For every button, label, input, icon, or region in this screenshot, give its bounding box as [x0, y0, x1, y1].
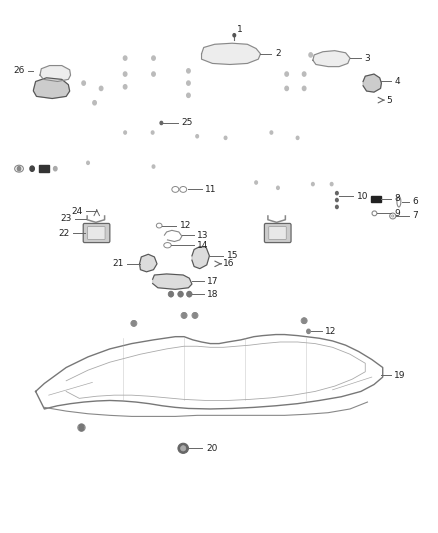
Text: 13: 13: [197, 231, 208, 240]
Text: 25: 25: [181, 118, 192, 127]
Circle shape: [124, 131, 127, 134]
Circle shape: [196, 135, 198, 138]
Circle shape: [270, 131, 273, 134]
Circle shape: [169, 292, 173, 297]
FancyBboxPatch shape: [83, 223, 110, 243]
Polygon shape: [140, 254, 157, 272]
FancyBboxPatch shape: [88, 227, 105, 239]
Circle shape: [330, 182, 333, 185]
Circle shape: [311, 182, 314, 185]
Circle shape: [187, 93, 190, 98]
Circle shape: [336, 205, 338, 208]
Circle shape: [296, 136, 299, 140]
Text: 10: 10: [357, 192, 368, 201]
Text: 19: 19: [394, 371, 406, 380]
Circle shape: [336, 191, 338, 195]
Polygon shape: [152, 274, 192, 289]
Polygon shape: [313, 51, 350, 67]
FancyBboxPatch shape: [265, 223, 291, 243]
Circle shape: [302, 72, 306, 76]
Text: 14: 14: [197, 241, 208, 250]
Text: 17: 17: [207, 277, 219, 286]
Circle shape: [53, 166, 57, 171]
Circle shape: [233, 34, 236, 37]
Circle shape: [124, 85, 127, 89]
Bar: [371, 196, 381, 201]
Circle shape: [255, 181, 258, 184]
Text: 3: 3: [364, 54, 370, 62]
Circle shape: [99, 86, 103, 91]
Circle shape: [82, 81, 85, 85]
Text: 9: 9: [394, 209, 400, 218]
Circle shape: [30, 166, 34, 171]
Circle shape: [336, 198, 338, 201]
Text: 1: 1: [237, 25, 242, 34]
Circle shape: [193, 313, 197, 318]
Text: 26: 26: [13, 67, 24, 75]
Text: 12: 12: [180, 221, 191, 230]
Circle shape: [307, 329, 310, 334]
Circle shape: [302, 86, 306, 91]
Text: 8: 8: [394, 195, 400, 204]
Text: 23: 23: [60, 214, 71, 223]
Text: 5: 5: [386, 95, 392, 104]
Text: 4: 4: [394, 77, 400, 86]
Ellipse shape: [178, 443, 188, 454]
Circle shape: [152, 165, 155, 168]
Circle shape: [124, 72, 127, 76]
Text: 11: 11: [205, 185, 216, 194]
Circle shape: [182, 313, 186, 318]
Polygon shape: [363, 74, 381, 92]
Circle shape: [87, 161, 89, 165]
Circle shape: [152, 56, 155, 60]
Polygon shape: [40, 66, 71, 82]
Circle shape: [160, 122, 162, 125]
Circle shape: [79, 424, 84, 431]
Text: 2: 2: [275, 50, 280, 58]
Circle shape: [224, 136, 227, 140]
Ellipse shape: [180, 446, 186, 451]
Text: 15: 15: [227, 252, 238, 260]
Circle shape: [277, 186, 279, 189]
Text: 18: 18: [207, 289, 219, 298]
Bar: [39, 165, 49, 172]
Circle shape: [132, 321, 136, 326]
Polygon shape: [192, 247, 209, 269]
Circle shape: [309, 53, 312, 57]
Text: 6: 6: [413, 197, 418, 206]
Circle shape: [124, 56, 127, 60]
Circle shape: [187, 69, 190, 73]
Circle shape: [187, 81, 190, 85]
Circle shape: [285, 86, 288, 91]
Circle shape: [178, 292, 183, 297]
Text: 16: 16: [223, 260, 234, 268]
Text: 7: 7: [413, 212, 418, 221]
Circle shape: [152, 72, 155, 76]
Circle shape: [302, 318, 306, 324]
Text: 20: 20: [206, 444, 217, 453]
Polygon shape: [33, 78, 70, 99]
Text: 12: 12: [325, 327, 336, 336]
Text: 24: 24: [71, 207, 82, 216]
Circle shape: [93, 101, 96, 105]
Circle shape: [285, 72, 288, 76]
FancyBboxPatch shape: [269, 227, 286, 239]
Text: 21: 21: [113, 260, 124, 268]
Circle shape: [187, 292, 191, 297]
Circle shape: [17, 166, 21, 171]
Polygon shape: [201, 43, 261, 64]
Circle shape: [151, 131, 154, 134]
Text: 22: 22: [58, 229, 69, 238]
